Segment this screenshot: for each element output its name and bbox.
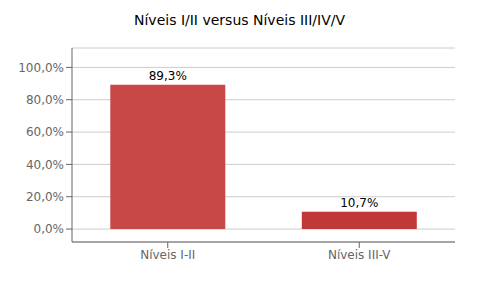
svg-text:80,0%: 80,0% [26,93,64,107]
html-text:Níveis I/II versus Níveis III/: Níveis I/II versus Níveis III/IV/V [134,12,345,28]
svg-text:100,0%: 100,0% [18,61,64,75]
svg-text:Níveis I-II: Níveis I-II [140,248,195,262]
svg-text:20,0%: 20,0% [26,190,64,204]
svg-text:0,0%: 0,0% [34,222,65,236]
svg-text:10,7%: 10,7% [340,196,378,210]
svg-text:40,0%: 40,0% [26,158,64,172]
svg-text:89,3%: 89,3% [149,69,187,83]
svg-text:Níveis III-V: Níveis III-V [328,248,391,262]
svg-text:60,0%: 60,0% [26,125,64,139]
